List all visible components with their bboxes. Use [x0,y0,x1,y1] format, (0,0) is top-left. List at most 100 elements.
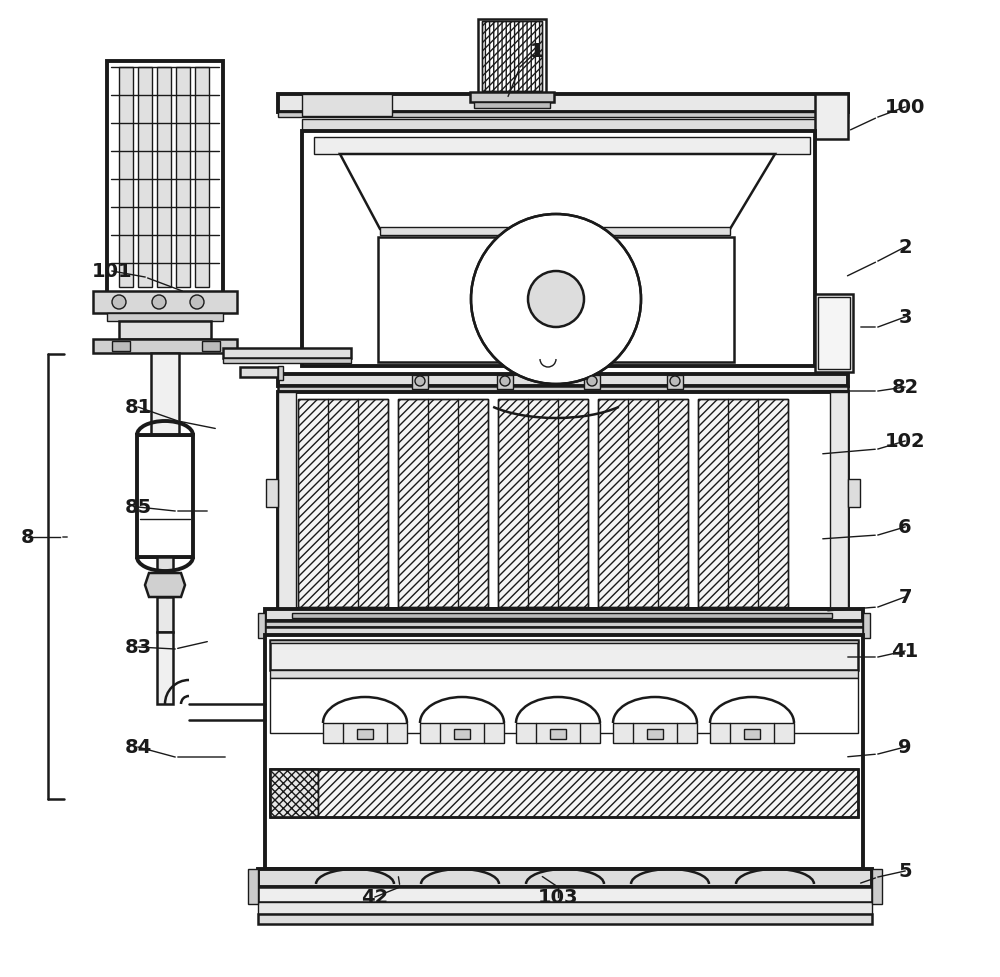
Text: 1: 1 [530,42,544,62]
Bar [107,314,223,321]
Bar [398,400,488,608]
Circle shape [415,376,425,387]
Bar [744,729,760,740]
Bar [698,400,788,608]
Bar [398,400,488,608]
Bar [93,292,237,314]
Circle shape [190,296,204,310]
Text: 41: 41 [891,642,919,660]
Bar [119,321,211,340]
Circle shape [587,376,597,387]
Text: 8: 8 [21,528,35,547]
Text: 7: 7 [898,588,912,607]
Bar [323,723,407,743]
Bar [584,375,600,390]
Bar [223,349,351,359]
Bar [223,359,351,363]
Bar [872,870,882,904]
Bar [195,68,209,287]
Circle shape [471,215,641,385]
Bar [598,400,688,608]
Bar [265,635,863,870]
Bar [157,632,173,704]
Bar [516,723,600,743]
Text: 81: 81 [124,398,152,417]
Text: 3: 3 [898,308,912,327]
Bar [266,480,278,507]
Bar [258,887,872,902]
Bar [433,608,453,616]
Bar [176,68,190,287]
Bar [633,608,653,616]
Bar [265,635,863,646]
Text: 6: 6 [898,518,912,537]
Bar [202,342,220,352]
Bar [470,93,554,103]
Bar [278,366,283,381]
Text: 101: 101 [92,262,132,281]
Bar [292,614,832,618]
Bar [270,769,858,817]
Bar [548,358,564,375]
Bar [138,68,152,287]
Bar [270,640,858,643]
Bar [498,400,588,608]
Bar [863,614,870,638]
Bar [498,400,588,608]
Text: 85: 85 [124,498,152,517]
Bar [107,62,223,294]
Bar [333,608,353,616]
Circle shape [500,376,510,387]
Bar [278,393,296,610]
Bar [298,400,388,608]
Bar [240,367,278,378]
Text: 42: 42 [361,887,389,907]
Circle shape [152,296,166,310]
Bar [613,723,697,743]
Bar [270,640,858,670]
Bar [420,723,504,743]
Bar [482,21,542,92]
Text: 102: 102 [885,432,925,451]
Polygon shape [340,154,775,230]
Bar [818,298,850,369]
Bar [848,480,860,507]
Bar [151,354,179,436]
Bar [270,769,858,817]
Bar [93,340,237,354]
Bar [270,678,858,734]
Text: 82: 82 [891,378,919,397]
Bar [357,729,373,740]
Bar [270,769,318,817]
Circle shape [112,296,126,310]
Text: 83: 83 [124,638,152,657]
Bar [112,342,130,352]
Bar [302,95,392,117]
Text: 5: 5 [898,862,912,880]
Bar [698,400,788,608]
Bar [478,20,546,95]
Bar [248,870,258,904]
Bar [667,375,683,390]
Text: 100: 100 [885,99,925,117]
Bar [598,400,688,608]
Bar [278,374,848,387]
Bar [710,723,794,743]
Bar [157,68,171,287]
Bar [647,729,663,740]
Bar [278,393,848,610]
Bar [270,670,858,678]
Bar [119,68,133,287]
Bar [497,375,513,390]
Bar [265,627,863,635]
Bar [454,729,470,740]
Bar [278,387,848,393]
Bar [412,375,428,390]
Circle shape [670,376,680,387]
Bar [482,21,542,92]
Bar [137,436,193,558]
Text: 84: 84 [124,738,152,757]
Bar [278,113,848,118]
Bar [815,95,848,140]
Text: 2: 2 [898,238,912,257]
